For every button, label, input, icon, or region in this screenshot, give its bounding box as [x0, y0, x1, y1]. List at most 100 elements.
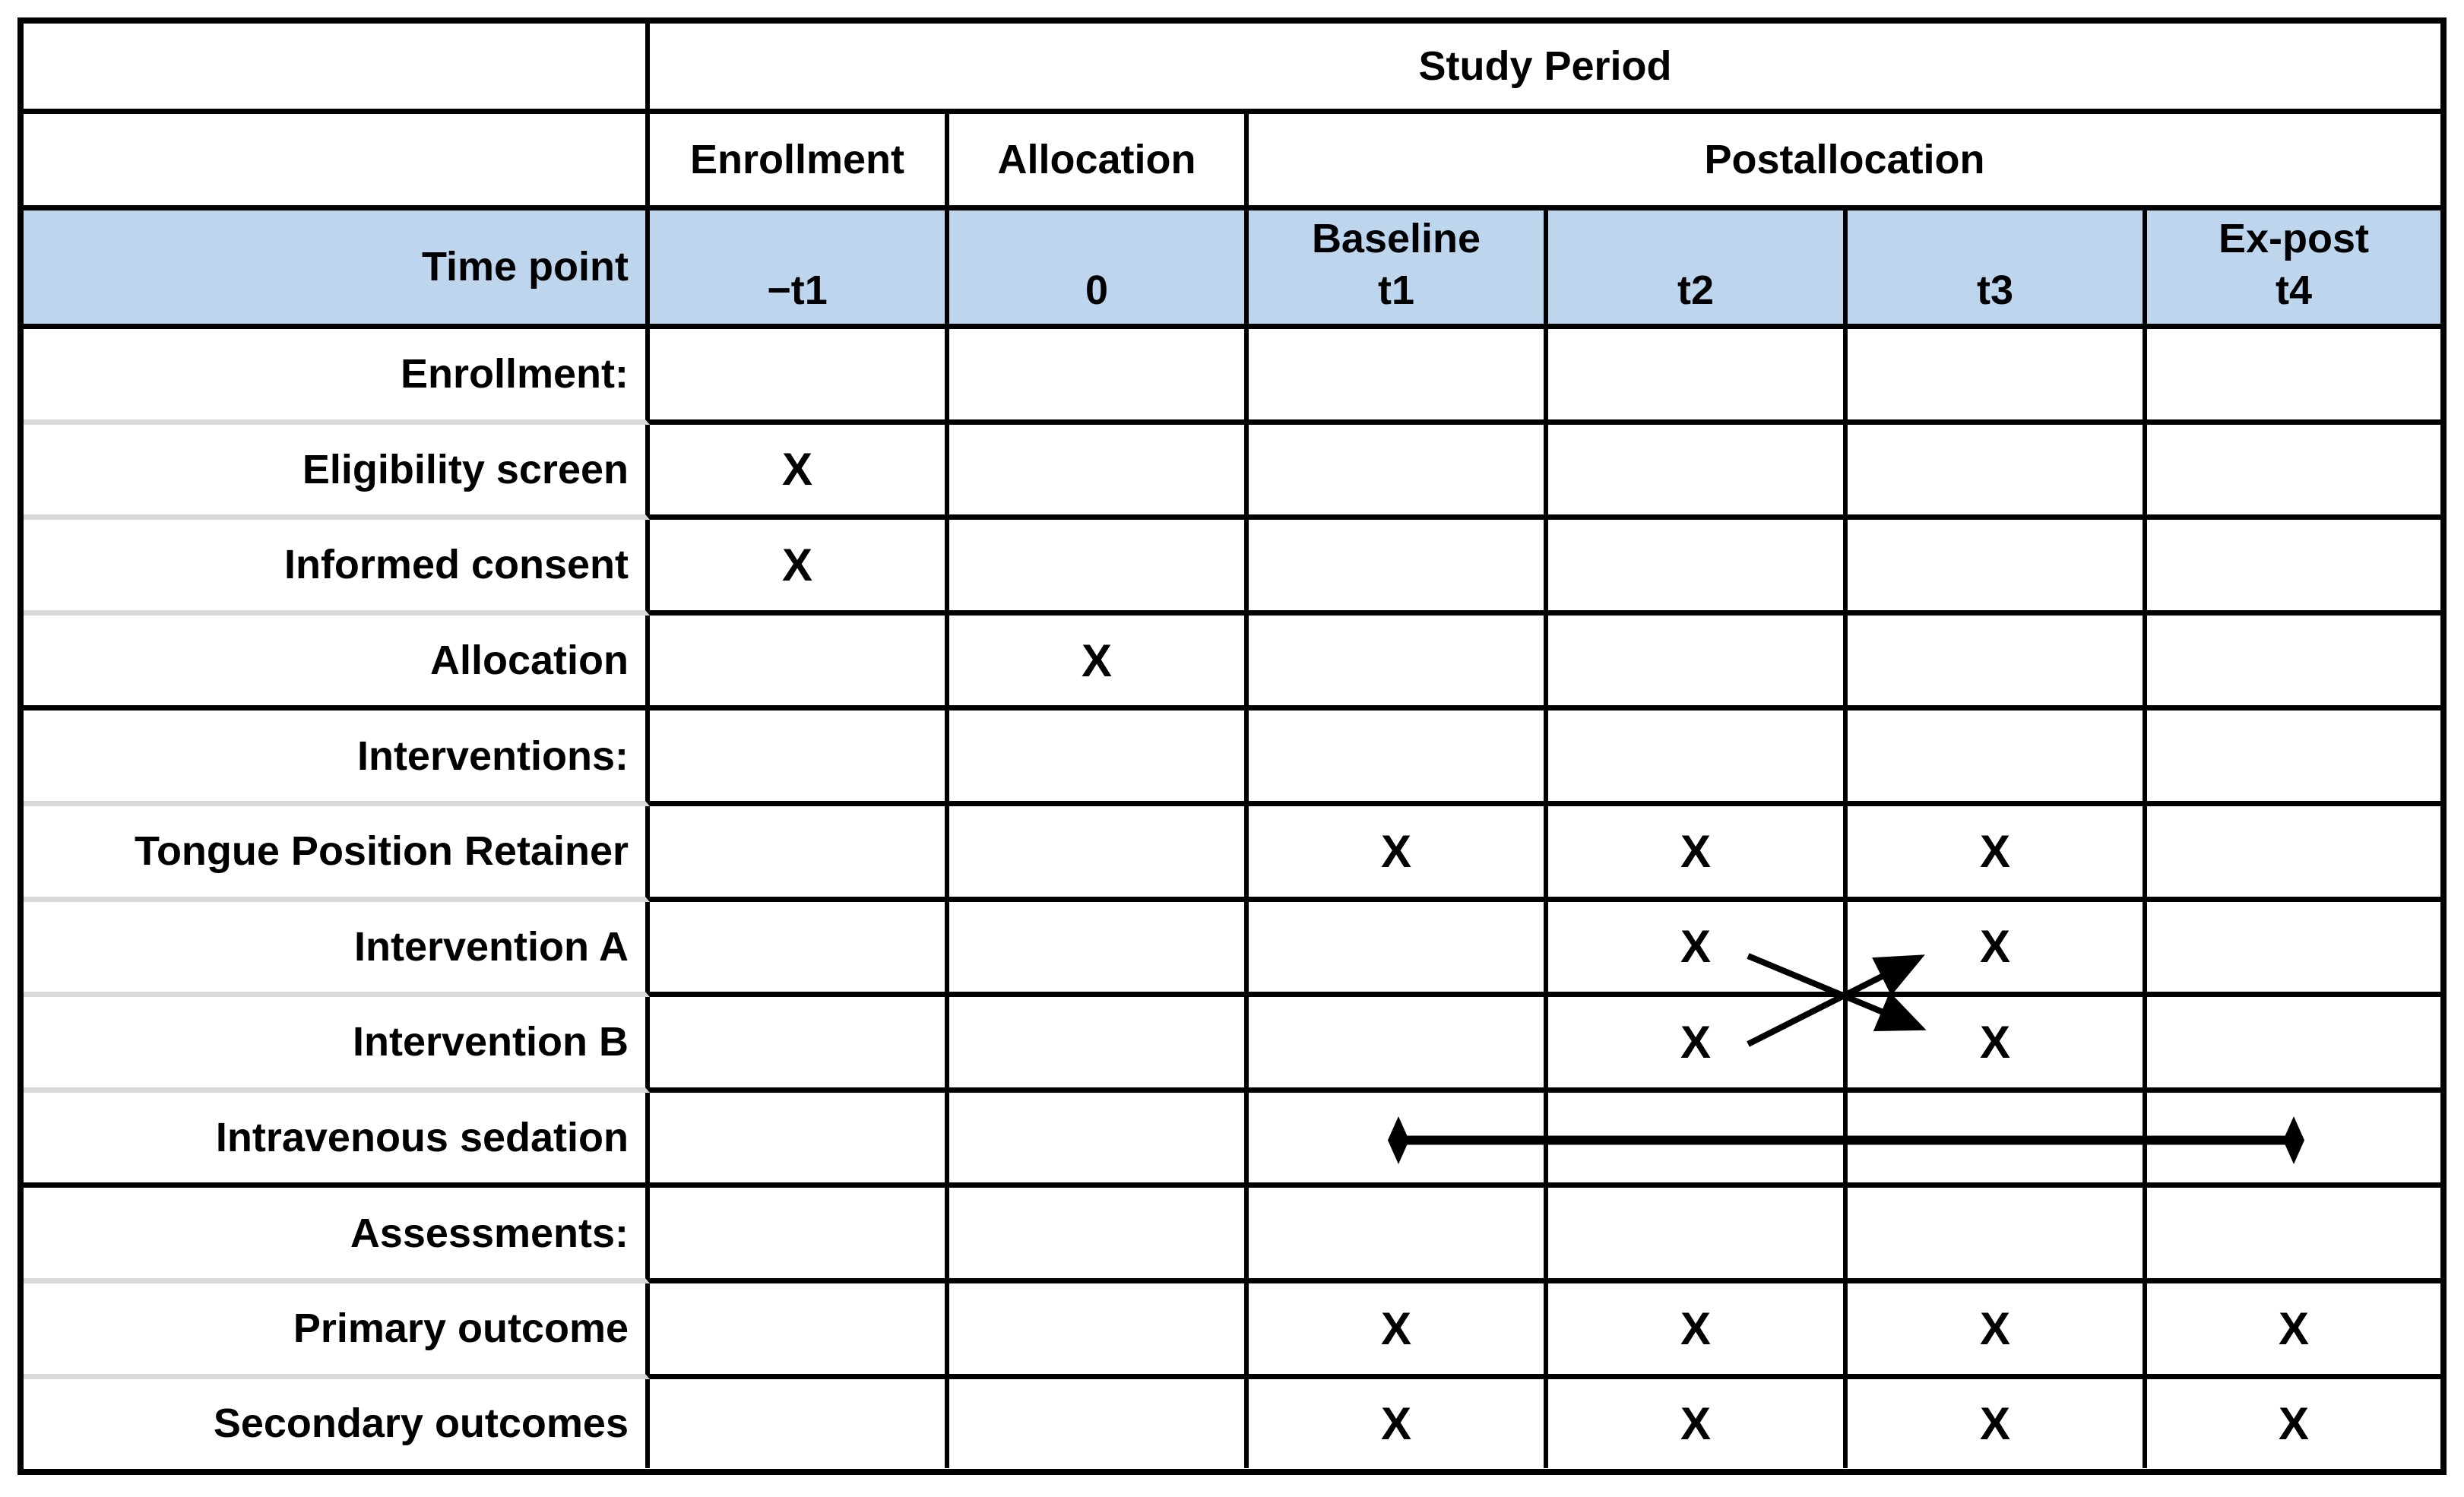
mark-cell [2147, 1188, 2440, 1283]
mark-cell [650, 805, 949, 902]
mark-cell [1249, 711, 1548, 806]
mark-cell [650, 329, 949, 425]
mark-cell [2147, 616, 2440, 711]
row-label: Enrollment: [24, 329, 650, 425]
mark-cell [2147, 902, 2440, 998]
mark-cell: X [2278, 1397, 2310, 1449]
row-label: Interventions: [24, 711, 650, 806]
mark-cell [1249, 1188, 1548, 1283]
mark-cell [1848, 615, 2147, 711]
mark-cell [1848, 520, 2147, 616]
time-point-label-cell: Time point [24, 210, 650, 329]
time-code-label: t4 [2275, 267, 2312, 313]
mark-cell [949, 329, 1249, 425]
mark-cell: X [1548, 997, 1848, 1093]
mark-cell: X [1249, 805, 1548, 902]
row-label: Primary outcome [24, 1283, 650, 1379]
row-label: Allocation [24, 615, 650, 711]
row-label: Tongue Position Retainer [24, 805, 650, 902]
mark-cell: X [1548, 1378, 1848, 1469]
mark-cell [949, 424, 1249, 521]
mark-cell [949, 1188, 1249, 1283]
mark-cell [1249, 901, 1548, 998]
stage-postallocation-cell: Postallocation [1249, 114, 2440, 210]
row-informed-consent: Informed consent X [24, 520, 2440, 616]
mark-cell [949, 1283, 1249, 1379]
mark-cell: X [1548, 805, 1848, 902]
mark-cell: X [1848, 997, 2147, 1093]
mark-cell: X [949, 615, 1249, 711]
mark-cell [1548, 1092, 1848, 1188]
mark-cell: X [1848, 805, 2147, 902]
row-label: Intervention B [24, 997, 650, 1093]
row-intravenous-sedation: Intravenous sedation [24, 1092, 2440, 1188]
time-period-label: Ex-post [2218, 216, 2370, 261]
mark-cell: X [650, 520, 949, 616]
mark-cell [2147, 806, 2440, 902]
mark-cell [650, 711, 949, 806]
time-cell: 0 [949, 210, 1249, 329]
mark-cell [650, 1378, 949, 1469]
mark-cell [650, 1188, 949, 1283]
row-label: Assessments: [24, 1188, 650, 1283]
mark-cell [1848, 424, 2147, 521]
mark-cell [2147, 520, 2440, 616]
mark-cell: X [1548, 901, 1848, 998]
mark-cell [1249, 1092, 1548, 1188]
mark-cell [650, 1092, 949, 1188]
mark-cell: X [2147, 1283, 2440, 1379]
row-label: Intravenous sedation [24, 1092, 650, 1188]
row-label: Secondary outcomes [24, 1378, 650, 1469]
mark-cell [1249, 424, 1548, 521]
row-label: Intervention A [24, 901, 650, 998]
time-point-row: Time point −t1 0 Baseline t1 t2 t3 [24, 210, 2440, 329]
mark-cell [650, 1283, 949, 1379]
time-code-label: −t1 [767, 267, 828, 313]
mark-cell [1848, 1092, 2147, 1188]
row-allocation: Allocation X [24, 615, 2440, 711]
mark-cell [1548, 711, 1848, 806]
mark-cell [1249, 520, 1548, 616]
mark-cell [1848, 329, 2147, 425]
header-row-stages: Enrollment Allocation Postallocation [24, 114, 2440, 210]
header-row-study-period: Study Period [24, 24, 2440, 114]
mark-cell [650, 997, 949, 1093]
mark-cell [2147, 1093, 2440, 1188]
time-code-label: t2 [1677, 267, 1714, 313]
mark-cell [949, 1378, 1249, 1469]
stage-enrollment-cell: Enrollment [650, 114, 949, 210]
mark-cell [949, 901, 1249, 998]
mark-cell [1848, 711, 2147, 806]
mark-cell [1249, 329, 1548, 425]
time-period-label: Baseline [1311, 216, 1481, 261]
mark-cell [2147, 329, 2440, 425]
mark-cell [1249, 615, 1548, 711]
mark-cell [1548, 615, 1848, 711]
corner-cell [24, 114, 650, 210]
row-enrollment-section: Enrollment: [24, 329, 2440, 425]
mark-cell [949, 711, 1249, 806]
time-code-label: t3 [1976, 267, 2013, 313]
row-eligibility-screen: Eligibility screen X [24, 424, 2440, 521]
mark-cell [949, 1092, 1249, 1188]
mark-cell: X [1848, 901, 2147, 998]
row-intervention-b: Intervention B X X [24, 997, 2440, 1093]
row-tongue-position-retainer: Tongue Position Retainer X X X [24, 805, 2440, 902]
mark-cell: X [1548, 1283, 1848, 1379]
time-cell: Ex-post t4 [2147, 210, 2440, 329]
mark-cell [1548, 329, 1848, 425]
mark-cell: X [1249, 1378, 1548, 1469]
mark-cell [2147, 711, 2440, 806]
mark-cell [949, 997, 1249, 1093]
time-cell: t3 [1848, 210, 2147, 329]
time-cell: t2 [1548, 210, 1848, 329]
mark-cell [1548, 1188, 1848, 1283]
row-interventions-section: Interventions: [24, 711, 2440, 806]
mark-cell [650, 901, 949, 998]
stage-allocation-cell: Allocation [949, 114, 1249, 210]
mark-cell: X [650, 424, 949, 521]
mark-cell: X [1848, 1283, 2147, 1379]
time-cell: Baseline t1 [1249, 210, 1548, 329]
mark-cell [650, 615, 949, 711]
